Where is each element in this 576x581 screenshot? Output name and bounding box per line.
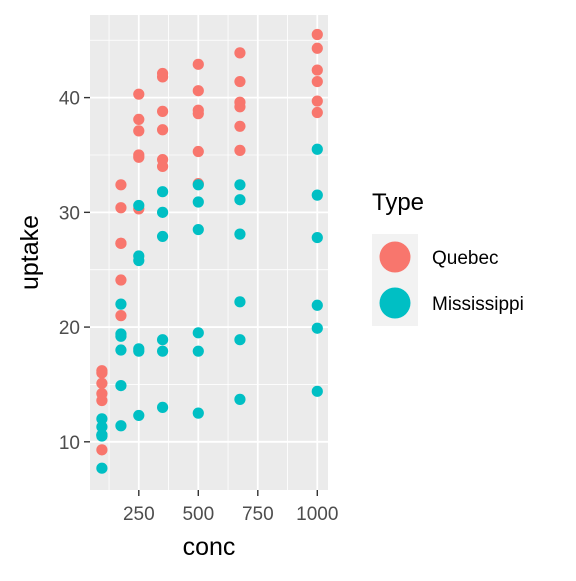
data-point-quebec	[156, 67, 169, 80]
data-point-quebec	[234, 47, 246, 59]
y-tick-label: 30	[59, 203, 80, 224]
data-point-quebec	[311, 75, 323, 88]
data-point-mississippi	[115, 328, 127, 340]
data-point-mississippi	[192, 223, 204, 236]
data-point-quebec	[234, 144, 246, 156]
data-point-mississippi	[234, 194, 246, 206]
data-point-quebec	[311, 42, 323, 54]
data-point-mississippi	[156, 345, 169, 357]
data-point-quebec	[115, 202, 127, 214]
data-point-mississippi	[192, 196, 204, 208]
data-point-mississippi	[156, 230, 169, 243]
y-tick-label: 20	[59, 318, 80, 339]
data-point-quebec	[156, 124, 169, 136]
data-point-mississippi	[96, 421, 108, 433]
data-point-mississippi	[234, 334, 246, 346]
data-point-mississippi	[115, 344, 127, 356]
data-point-mississippi	[311, 189, 323, 201]
data-point-quebec	[192, 104, 204, 116]
data-point-quebec	[311, 95, 323, 107]
data-point-mississippi	[156, 334, 169, 346]
data-point-mississippi	[133, 345, 145, 357]
x-axis-title: conc	[183, 533, 236, 561]
axes: 250 500 750 1000 10 20 30 40	[59, 89, 339, 525]
legend: Type Quebec Mississippi	[372, 189, 524, 326]
data-point-mississippi	[96, 429, 108, 441]
legend-label-quebec: Quebec	[432, 248, 499, 269]
x-tick-label: 250	[123, 504, 155, 525]
data-point-quebec	[156, 160, 169, 173]
data-point-quebec	[96, 365, 108, 377]
data-point-mississippi	[96, 462, 108, 474]
data-point-mississippi	[115, 379, 127, 392]
x-tick-label: 1000	[296, 504, 338, 525]
y-tick-label: 10	[59, 433, 80, 454]
data-point-mississippi	[96, 413, 108, 425]
data-point-quebec	[96, 444, 108, 456]
data-point-quebec	[234, 120, 246, 132]
data-point-mississippi	[234, 393, 246, 405]
legend-items: Quebec Mississippi	[372, 234, 524, 326]
data-point-quebec	[96, 377, 108, 389]
legend-swatch-mississippi	[379, 287, 411, 319]
data-point-quebec	[115, 179, 127, 191]
legend-swatch-quebec	[379, 241, 411, 273]
data-point-mississippi	[311, 385, 323, 397]
data-point-mississippi	[192, 327, 204, 339]
data-point-mississippi	[192, 407, 204, 419]
data-point-mississippi	[133, 254, 145, 267]
data-point-mississippi	[234, 228, 246, 240]
data-point-quebec	[311, 28, 323, 41]
data-point-quebec	[133, 125, 145, 137]
data-point-quebec	[115, 274, 127, 286]
data-points	[96, 28, 323, 474]
data-point-mississippi	[311, 322, 323, 334]
legend-label-mississippi: Mississippi	[432, 294, 524, 315]
legend-title: Type	[372, 189, 424, 216]
data-point-quebec	[156, 105, 169, 117]
data-point-mississippi	[133, 199, 145, 212]
x-tick-label: 750	[242, 504, 274, 525]
plot-panel-background	[90, 15, 328, 490]
data-point-mississippi	[156, 401, 169, 413]
data-point-mississippi	[311, 231, 323, 244]
data-point-mississippi	[156, 206, 169, 218]
data-point-quebec	[115, 237, 127, 249]
data-point-mississippi	[234, 296, 246, 308]
data-point-mississippi	[115, 420, 127, 432]
data-point-mississippi	[133, 409, 145, 422]
data-point-quebec	[192, 85, 204, 97]
data-point-quebec	[234, 75, 246, 88]
data-point-mississippi	[156, 186, 169, 198]
data-point-mississippi	[311, 143, 323, 155]
data-point-quebec	[311, 64, 323, 76]
data-point-quebec	[133, 88, 145, 100]
data-point-mississippi	[234, 179, 246, 191]
y-tick-label: 40	[59, 89, 80, 110]
data-point-mississippi	[311, 299, 323, 311]
data-point-quebec	[133, 113, 145, 126]
data-point-quebec	[192, 58, 204, 70]
data-point-quebec	[115, 310, 127, 322]
data-point-quebec	[234, 96, 246, 108]
y-axis-title: uptake	[16, 215, 44, 290]
data-point-mississippi	[192, 179, 204, 191]
data-point-quebec	[133, 149, 145, 161]
data-point-quebec	[311, 106, 323, 119]
data-point-mississippi	[115, 298, 127, 310]
data-point-quebec	[192, 145, 204, 158]
x-tick-label: 500	[182, 504, 214, 525]
plot-panel	[90, 15, 328, 490]
data-point-quebec	[96, 388, 108, 400]
data-point-mississippi	[192, 345, 204, 357]
